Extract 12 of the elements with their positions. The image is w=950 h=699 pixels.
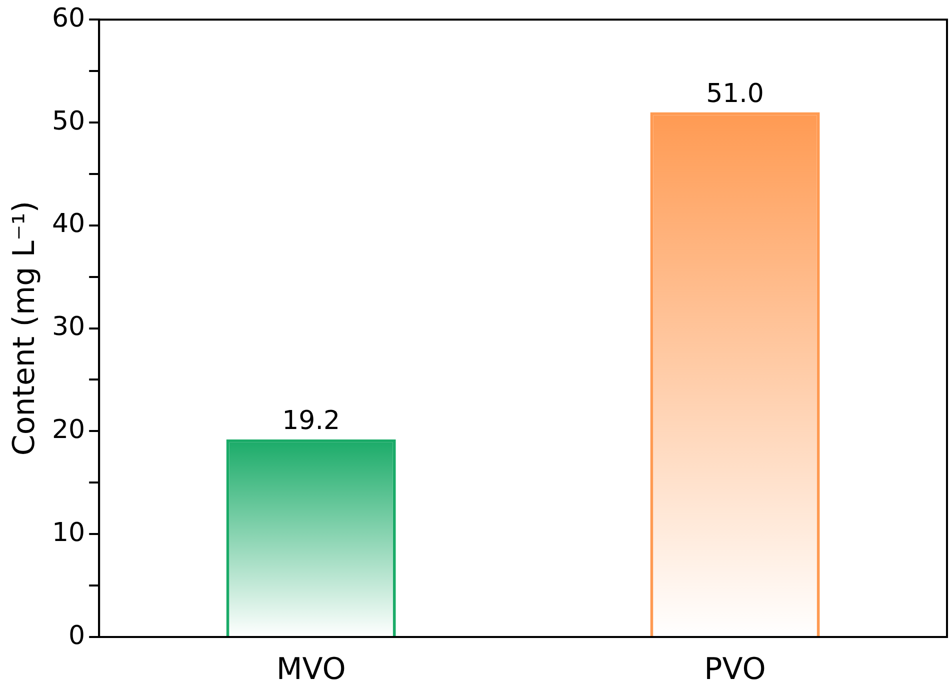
- data-label: 51.0: [706, 78, 764, 109]
- y-tick-label: 0: [68, 620, 86, 651]
- y-tick-label: 30: [52, 312, 86, 342]
- y-tick-label: 60: [52, 3, 86, 34]
- data-label: 19.2: [282, 406, 340, 436]
- y-axis-title: Content (mg L⁻¹): [6, 200, 42, 456]
- x-tick-label: MVO: [276, 652, 346, 687]
- y-tick-label: 40: [52, 209, 86, 240]
- y-tick-label: 50: [52, 106, 86, 136]
- y-tick-label: 20: [52, 414, 86, 445]
- x-tick-label: PVO: [704, 652, 766, 687]
- y-tick-label: 10: [52, 518, 86, 548]
